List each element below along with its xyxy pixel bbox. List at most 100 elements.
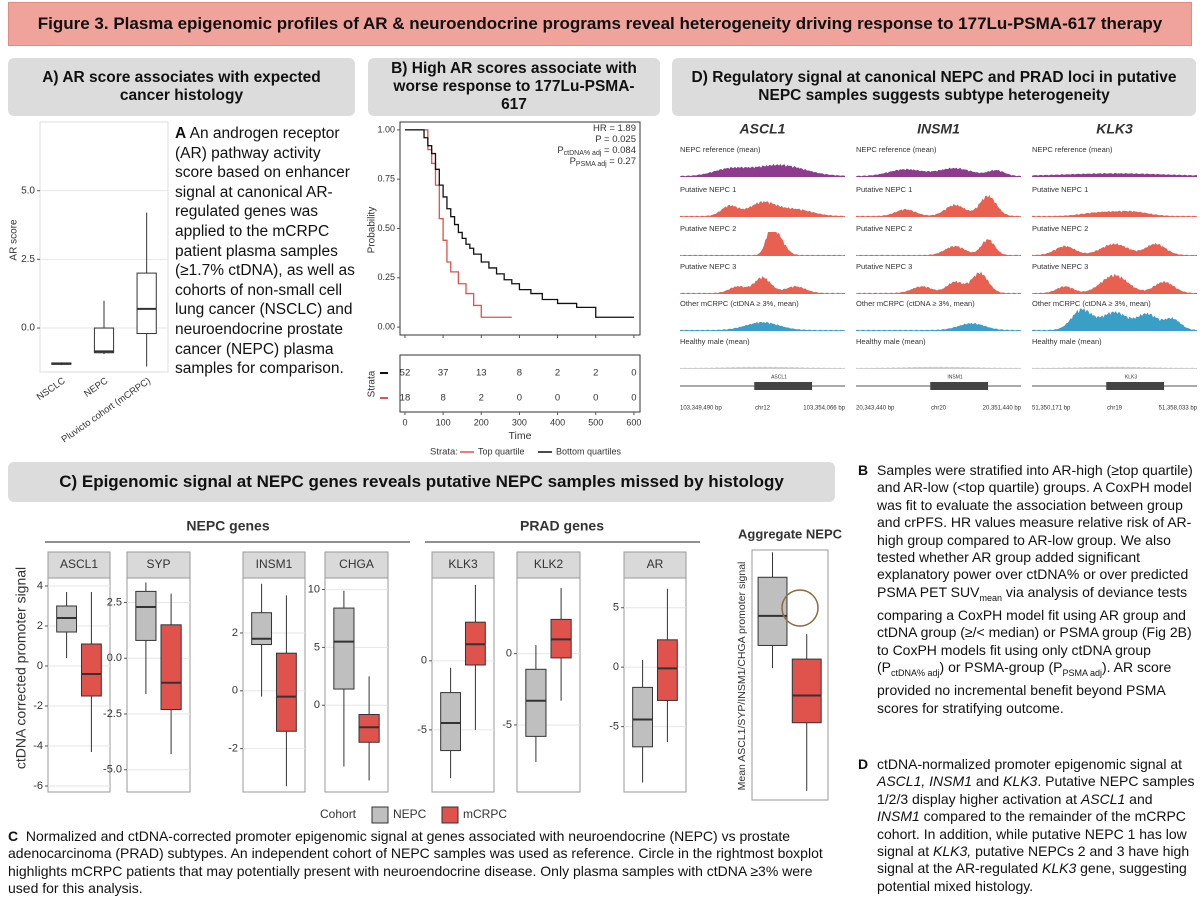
stat-text: P = 0.025	[595, 134, 636, 145]
legend-label: NEPC	[393, 807, 427, 821]
legend-key	[371, 806, 389, 824]
y-tick-label: 0	[314, 699, 320, 711]
text: KLK3	[1003, 773, 1038, 790]
gene-model	[930, 382, 988, 390]
gene-model	[1106, 382, 1164, 390]
signal-track	[680, 275, 845, 294]
strip-title: INSM1	[256, 557, 293, 571]
at-risk: 2	[479, 393, 484, 404]
table-label: Strata	[367, 370, 378, 397]
x-axis-label: Time	[509, 430, 532, 442]
box-box	[440, 692, 462, 752]
track-label: Putative NEPC 1	[680, 185, 736, 194]
group-label: PRAD genes	[520, 518, 604, 534]
signal-track	[680, 232, 845, 256]
y-tick-label: 2.5	[107, 596, 122, 608]
highlight-circle	[781, 589, 819, 627]
x-tick-label: NEPC	[82, 375, 110, 399]
text: ctDNA-normalized promoter epigenomic sig…	[877, 756, 1183, 772]
stat-sub: PSMA adj	[576, 161, 607, 168]
x-tick-label: 600	[626, 417, 641, 427]
survival-curve	[404, 129, 634, 318]
text: putative NEPCs 2 and 3 have high signal …	[877, 843, 1190, 877]
y-axis-label: ctDNA corrected promoter signal	[13, 567, 29, 769]
y-tick-label: 0.75	[377, 174, 395, 184]
box-box	[358, 713, 380, 743]
box-box	[632, 686, 654, 748]
y-tick-label: 0.00	[377, 321, 395, 331]
gene-annotation: ASCL1	[771, 374, 787, 380]
strip-title: KLK3	[448, 557, 478, 571]
signal-track	[680, 321, 845, 331]
signal-track	[856, 239, 1021, 256]
track-label: Putative NEPC 2	[856, 224, 912, 233]
strip	[324, 551, 389, 579]
box-box	[160, 624, 182, 711]
signal-track	[680, 201, 845, 217]
signal-track	[1032, 273, 1197, 294]
y-tick-label: -2	[33, 700, 43, 712]
track-label: Other mCRPC (ctDNA ≥ 3%, mean)	[1032, 299, 1151, 308]
y-tick-label: 0.50	[377, 223, 395, 233]
at-risk: 0	[593, 393, 598, 404]
x-tick-label: 100	[436, 417, 451, 427]
at-risk: 8	[440, 393, 445, 404]
y-tick-label: 1.00	[377, 124, 395, 134]
legend-title: Cohort	[320, 807, 357, 821]
panel-c-title: C) Epigenomic signal at NEPC genes revea…	[8, 462, 835, 502]
signal-track	[856, 271, 1021, 294]
stat-line: PPSMA adj = 0.27	[570, 156, 636, 168]
track-label: Other mCRPC (ctDNA ≥ 3%, mean)	[856, 299, 975, 308]
y-tick-label: 4	[37, 580, 43, 592]
track-label: Putative NEPC 3	[680, 262, 736, 271]
track-label: Putative NEPC 3	[1032, 262, 1088, 271]
panel-d-title: D) Regulatory signal at canonical NEPC a…	[672, 58, 1196, 116]
text: via analysis of deviance tests comparing…	[877, 583, 1192, 676]
y-axis-label: Probability	[367, 207, 378, 254]
signal-track	[1032, 242, 1197, 256]
at-risk: 8	[517, 368, 522, 379]
strip-title: KLK2	[534, 557, 564, 571]
y-tick-label: 0	[421, 655, 427, 667]
label: C	[8, 828, 19, 844]
panel-c-caption: C Normalized and ctDNA-corrected promote…	[8, 828, 843, 898]
y-tick-label: -6	[33, 780, 43, 792]
text: Samples were stratified into AR-high (≥t…	[877, 462, 1193, 600]
coord-chrom: chr19	[1107, 406, 1123, 412]
group-label: NEPC genes	[186, 518, 269, 534]
stat-line: P = 0.025	[595, 134, 636, 145]
signal-track	[856, 322, 1021, 331]
y-tick-label: 2	[37, 620, 43, 632]
strip-title: CHGA	[339, 557, 374, 571]
coord-end: 51,358,033 bp	[1159, 406, 1198, 412]
y-tick-label: 5	[314, 641, 320, 653]
signal-track	[1032, 308, 1197, 331]
y-tick-label: 0	[613, 661, 619, 673]
track-label: Healthy male (mean)	[856, 337, 926, 346]
gene-title: ASCL1	[739, 121, 786, 137]
at-risk: 0	[555, 393, 560, 404]
signal-track	[1032, 173, 1197, 177]
text: gene, suggesting potential mixed histolo…	[877, 860, 1187, 894]
track-label: Healthy male (mean)	[1032, 337, 1102, 346]
x-tick-label: 200	[474, 417, 489, 427]
text: ASCL1, INSM1	[877, 773, 972, 790]
box-box	[251, 612, 273, 646]
y-tick-label: 5.0	[21, 185, 35, 196]
track-label: Healthy male (mean)	[680, 337, 750, 346]
at-risk: 18	[400, 393, 411, 404]
track-label: NEPC reference (mean)	[856, 145, 937, 154]
at-risk: 37	[438, 368, 449, 379]
text: . Putative NEPC samples 1/2/3 display hi…	[877, 773, 1195, 807]
signal-track	[1032, 210, 1197, 217]
stat-text: P	[570, 156, 576, 167]
text: and	[1125, 790, 1153, 807]
figure-title: Figure 3. Plasma epigenomic profiles of …	[8, 2, 1192, 46]
text: ctDNA% adj	[891, 668, 940, 679]
legend-key	[441, 806, 459, 824]
box-box	[333, 607, 355, 690]
coord-end: 20,351,440 bp	[983, 406, 1022, 412]
signal-track	[1032, 366, 1197, 369]
text: ASCL1	[1080, 790, 1126, 807]
